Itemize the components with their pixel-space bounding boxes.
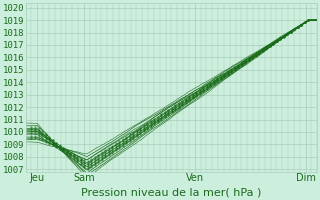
X-axis label: Pression niveau de la mer( hPa ): Pression niveau de la mer( hPa ): [81, 187, 262, 197]
